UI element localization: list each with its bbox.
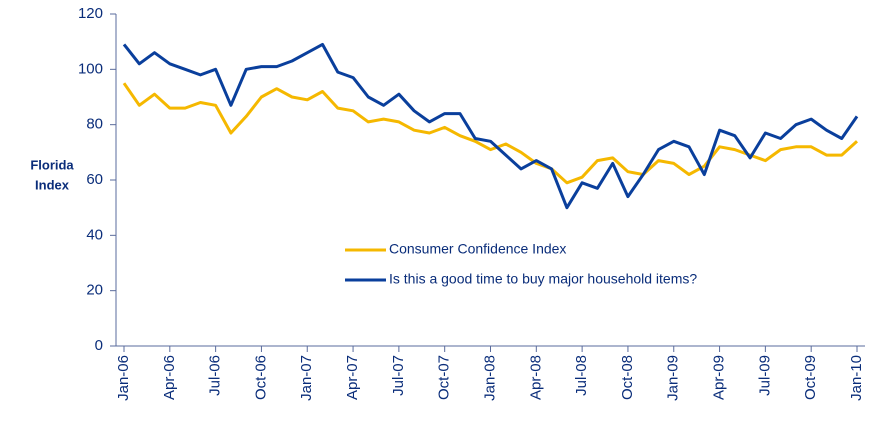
x-tick-label: Oct-06 bbox=[252, 355, 269, 400]
y-tick-label: 0 bbox=[95, 337, 103, 354]
y-tick-label: 120 bbox=[78, 5, 103, 22]
x-tick-label: Apr-06 bbox=[161, 355, 178, 400]
series-line bbox=[122, 42, 859, 210]
x-tick-label: Apr-09 bbox=[711, 355, 728, 400]
x-tick-label: Apr-08 bbox=[527, 355, 544, 400]
x-tick-label: Jul-08 bbox=[573, 355, 590, 396]
series-line bbox=[122, 82, 859, 185]
x-tick-label: Oct-09 bbox=[802, 355, 819, 400]
x-tick-label: Apr-07 bbox=[344, 355, 361, 400]
x-tick-label: Oct-08 bbox=[619, 355, 636, 400]
x-tick-label: Oct-07 bbox=[436, 355, 453, 400]
x-tick-label: Jan-07 bbox=[298, 355, 315, 401]
y-tick-label: 40 bbox=[86, 226, 103, 243]
x-tick-label: Jan-09 bbox=[665, 355, 682, 401]
x-tick-label: Jan-06 bbox=[115, 355, 132, 401]
legend-label: Consumer Confidence Index bbox=[389, 241, 566, 257]
x-tick-label: Jul-06 bbox=[207, 355, 224, 396]
y-tick-label: 60 bbox=[86, 171, 103, 188]
y-tick-label: 100 bbox=[78, 60, 103, 77]
y-axis-label: Florida bbox=[30, 157, 74, 172]
x-tick-label: Jul-07 bbox=[390, 355, 407, 396]
y-tick-label: 80 bbox=[86, 116, 103, 133]
y-tick-label: 20 bbox=[86, 282, 103, 299]
x-tick-label: Jan-08 bbox=[481, 355, 498, 401]
x-tick-label: Jan-10 bbox=[848, 355, 865, 401]
x-tick-label: Jul-09 bbox=[756, 355, 773, 396]
legend-label: Is this a good time to buy major househo… bbox=[389, 271, 697, 287]
y-axis-label: Index bbox=[35, 177, 70, 192]
